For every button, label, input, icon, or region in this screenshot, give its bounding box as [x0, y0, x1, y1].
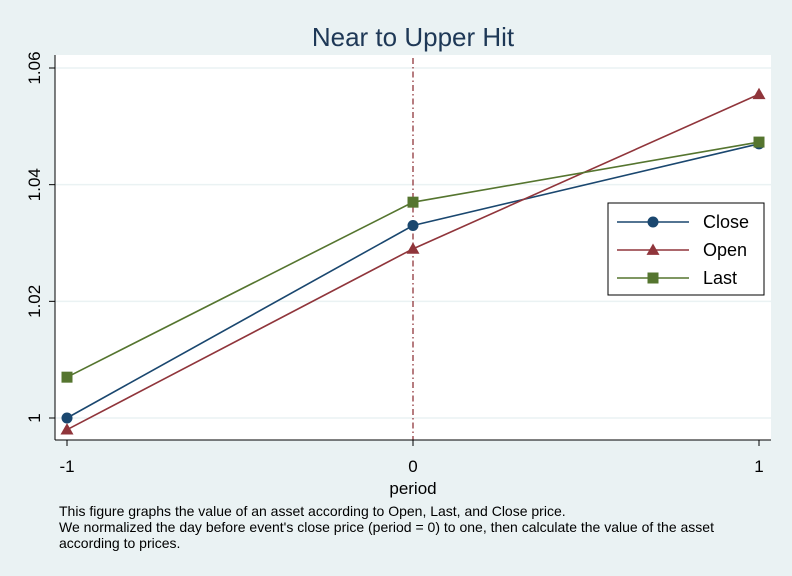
legend-marker-open	[646, 243, 660, 255]
legend-box	[607, 202, 765, 296]
x-tick-label: -1	[59, 457, 74, 476]
data-point-last	[753, 136, 765, 148]
legend-items: Close Open Last	[617, 212, 749, 288]
data-point-last	[407, 196, 419, 208]
data-point-open	[406, 242, 420, 254]
data-point-last	[61, 371, 73, 383]
legend-label-close: Close	[703, 212, 749, 232]
y-tick-label: 1.04	[25, 168, 44, 201]
y-tick-label: 1.02	[25, 285, 44, 318]
legend-label-last: Last	[703, 268, 737, 288]
y-tick-label: 1.06	[25, 51, 44, 84]
y-tick-label: 1	[25, 413, 44, 422]
y-ticks: 1 1.02 1.04 1.06	[25, 51, 55, 423]
footnote-line-3: according to prices.	[59, 535, 181, 551]
series-markers	[60, 87, 766, 435]
legend-label-open: Open	[703, 240, 747, 260]
chart-title: Near to Upper Hit	[312, 22, 515, 52]
x-tick-label: 0	[408, 457, 417, 476]
x-tick-label: 1	[754, 457, 763, 476]
footnote-line-2: We normalized the day before event's clo…	[59, 519, 714, 535]
legend-marker-close	[647, 216, 659, 228]
data-point-close	[61, 412, 73, 424]
x-ticks: -1 0 1	[59, 440, 764, 476]
footnote-line-1: This figure graphs the value of an asset…	[59, 503, 566, 519]
legend: Close Open Last	[607, 202, 765, 296]
data-point-open	[752, 87, 766, 100]
legend-marker-last	[647, 272, 659, 284]
data-point-close	[407, 220, 419, 231]
x-axis-label: period	[389, 479, 436, 498]
data-point-open	[60, 423, 74, 435]
